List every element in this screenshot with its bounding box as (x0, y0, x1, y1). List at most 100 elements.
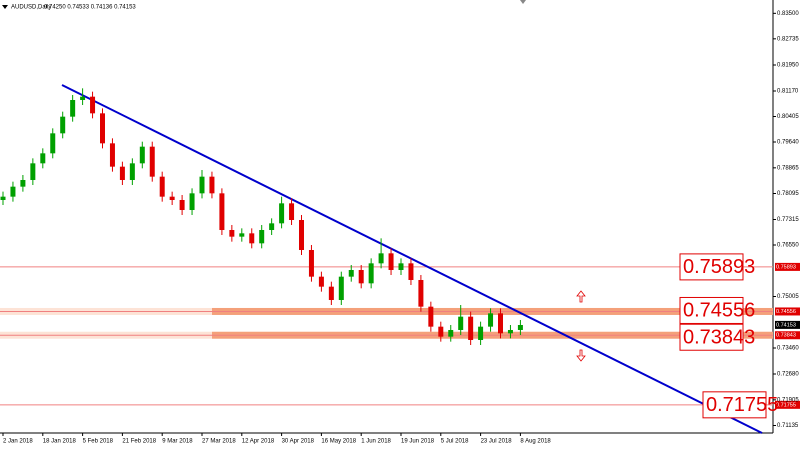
price-tag-label: 0.75893 (776, 264, 796, 270)
candle-body (109, 143, 115, 167)
y-tick-label: 0.80405 (777, 114, 799, 120)
price-tag-label: 0.74556 (776, 309, 796, 315)
x-tick-label: 5 Jul 2018 (441, 439, 469, 445)
level-box-label: 0.75893 (683, 256, 755, 278)
candle-body (219, 193, 225, 230)
x-tick-label: 12 Apr 2018 (242, 439, 275, 445)
candle-body (10, 186, 16, 197)
symbol-title: AUDUSD,Daily (11, 5, 51, 11)
level-box (679, 296, 744, 324)
y-tick-label: 0.78865 (777, 165, 799, 171)
candle-body (517, 325, 523, 330)
candle-body (478, 326, 484, 340)
level-box (702, 391, 767, 419)
level-box (679, 253, 744, 281)
candle-body (408, 263, 414, 280)
candle-body (378, 253, 384, 264)
candle-body (318, 276, 324, 287)
y-tick-label: 0.73460 (777, 346, 799, 352)
candle-body (458, 316, 464, 330)
x-tick-label: 30 Apr 2018 (282, 439, 315, 445)
shift-marker (520, 0, 526, 4)
candle-body (189, 193, 195, 210)
price-tag (775, 400, 800, 409)
x-tick-label: 5 Feb 2018 (83, 439, 114, 445)
candle-body (418, 280, 424, 307)
price-tag (775, 331, 800, 340)
trendline (61, 84, 763, 434)
candle-body (488, 313, 494, 327)
candle-body (348, 270, 354, 277)
candle-body (169, 196, 175, 200)
x-tick-label: 1 Jun 2018 (361, 439, 391, 445)
y-tick-label: 0.71905 (777, 397, 799, 403)
candle-body (249, 233, 255, 244)
candle-body (0, 196, 6, 200)
candle-body (229, 230, 235, 237)
candle-body (368, 263, 374, 284)
y-tick-label: 0.79640 (777, 140, 799, 146)
x-tick-label: 19 Jun 2018 (401, 439, 435, 445)
candle-body (507, 330, 513, 334)
candle-body (50, 133, 56, 154)
candle-body (289, 203, 295, 220)
x-tick-label: 16 May 2018 (321, 439, 356, 445)
current-price-tag (775, 320, 800, 329)
price-tag-label: 0.73843 (776, 333, 796, 339)
candle-body (308, 250, 314, 277)
level-box-label: 0.71755 (706, 394, 778, 416)
candle-body (119, 166, 125, 180)
price-tag-label: 0.71755 (776, 402, 796, 408)
candle-body (90, 96, 96, 114)
candle-body (129, 163, 135, 180)
candle-body (269, 223, 275, 230)
y-tick-label: 0.75005 (777, 294, 799, 300)
y-tick-label: 0.82735 (777, 36, 799, 42)
candle-body (358, 270, 364, 284)
candle-body (388, 253, 394, 270)
candle-body (179, 200, 185, 210)
up-arrow (576, 290, 586, 303)
level-box (679, 323, 744, 351)
y-tick-label: 0.76550 (777, 243, 799, 249)
y-tick-label: 0.72680 (777, 372, 799, 378)
candle-body (448, 330, 454, 337)
candle-body (159, 176, 165, 197)
candle-body (80, 96, 86, 100)
x-tick-label: 2 Jan 2018 (3, 439, 33, 445)
x-tick-label: 8 Aug 2018 (520, 439, 551, 445)
down-arrow (576, 349, 586, 362)
price-tag (775, 307, 800, 316)
y-tick-label: 0.81170 (777, 89, 799, 95)
price-tag (775, 262, 800, 271)
y-tick-label: 0.81950 (777, 63, 799, 69)
candle-body (40, 153, 46, 164)
candle-body (398, 263, 404, 270)
y-tick-label: 0.78095 (777, 191, 799, 197)
candle-body (279, 203, 285, 224)
y-tick-label: 0.83500 (777, 11, 799, 17)
candle-body (338, 276, 344, 300)
candle-body (60, 116, 66, 134)
candle-body (100, 113, 105, 144)
candle-body (468, 316, 474, 340)
candle-body (139, 146, 145, 164)
current-price-label: 0.74153 (776, 322, 796, 328)
y-tick-label: 0.71135 (777, 423, 799, 429)
level-box-label: 0.73843 (683, 327, 755, 349)
candle-body (498, 313, 503, 334)
candle-body (30, 163, 36, 180)
candle-body (20, 180, 26, 187)
candle-body (199, 176, 205, 194)
menu-arrow[interactable] (2, 5, 8, 9)
candle-body (299, 220, 304, 250)
candle-body (239, 233, 245, 237)
candle-body (438, 326, 444, 337)
candle-body (428, 306, 434, 327)
ohlc-header: 0.74250 0.74533 0.74136 0.74153 (44, 5, 136, 11)
candle-body (259, 230, 265, 244)
candle-body (70, 100, 76, 117)
y-tick-label: 0.77315 (777, 217, 799, 223)
